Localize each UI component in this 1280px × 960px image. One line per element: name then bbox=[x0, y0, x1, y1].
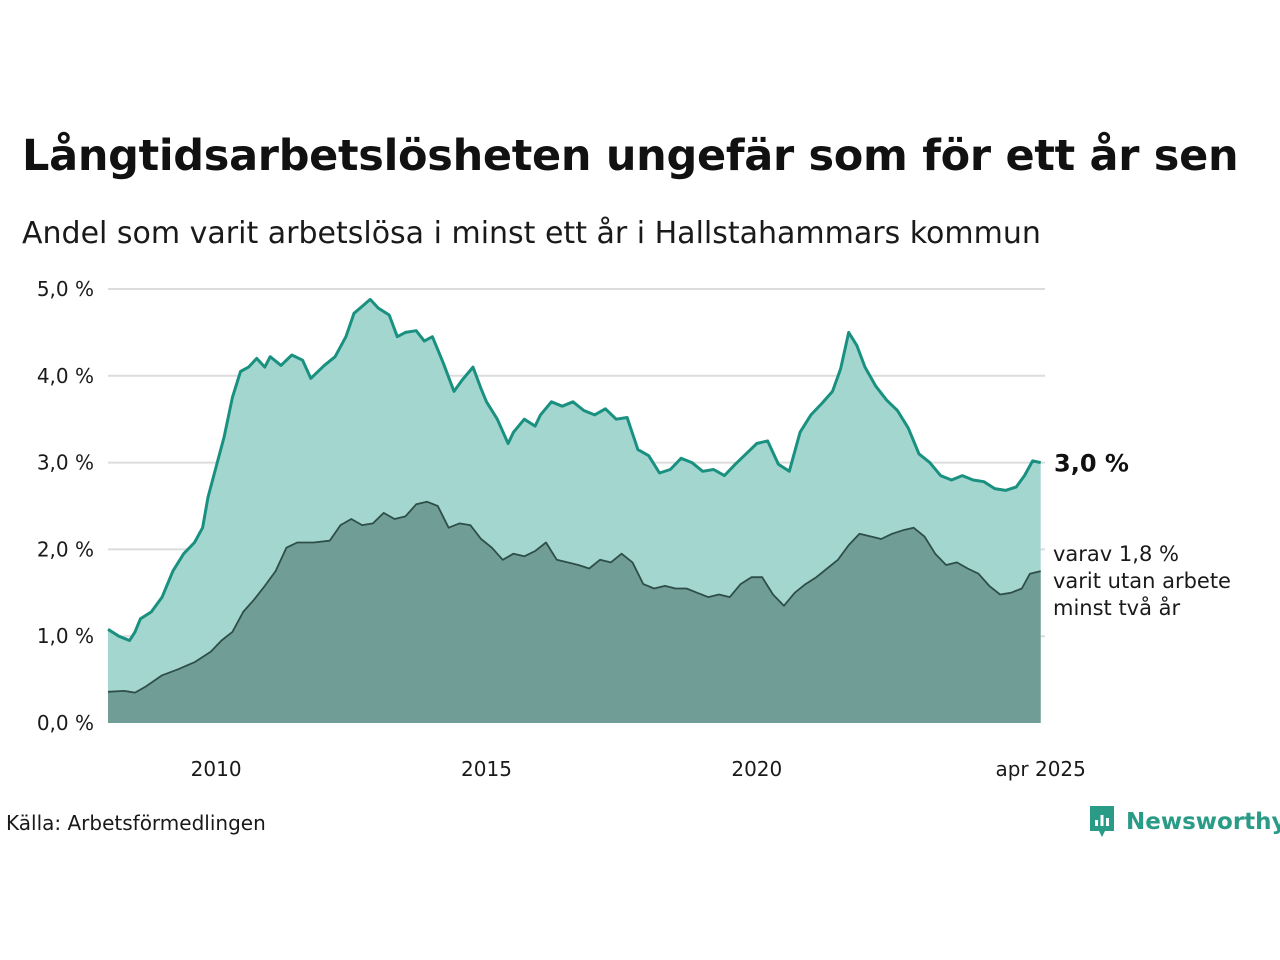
chart-subtitle: Andel som varit arbetslösa i minst ett å… bbox=[22, 216, 1041, 251]
source-note: Källa: Arbetsförmedlingen bbox=[6, 811, 266, 835]
line-total bbox=[107, 297, 1042, 642]
line-minst_tva_ar bbox=[107, 500, 1041, 694]
y-tick-label: 2,0 % bbox=[37, 537, 94, 561]
brand-name: Newsworthy bbox=[1126, 809, 1280, 835]
y-tick-label: 3,0 % bbox=[37, 451, 94, 475]
x-tick-label: 2010 bbox=[191, 757, 242, 781]
axis-labels: 0,0 % 1,0 % 2,0 % 3,0 % 4,0 % 5,0 % 2010 2015 20… bbox=[37, 277, 1086, 781]
newsworthy-logo-icon bbox=[1090, 806, 1114, 837]
newsworthy-logo: Newsworthy bbox=[1088, 804, 1280, 840]
x-tick-label: 2020 bbox=[731, 757, 782, 781]
area-minst_tva_ar bbox=[108, 501, 1041, 723]
x-tick-label: 2015 bbox=[461, 757, 512, 781]
x-tick-label: apr 2025 bbox=[995, 757, 1085, 781]
end-label-total: 3,0 % bbox=[1054, 450, 1129, 478]
y-tick-label: 5,0 % bbox=[37, 277, 94, 301]
end-label-sub-line: varit utan arbete bbox=[1053, 569, 1231, 593]
y-tick-label: 0,0 % bbox=[37, 711, 94, 735]
end-label-sub-line: minst två år bbox=[1053, 595, 1181, 620]
y-tick-label: 1,0 % bbox=[37, 624, 94, 648]
end-label-sub-line: varav 1,8 % bbox=[1053, 542, 1179, 566]
series-areas bbox=[107, 297, 1042, 723]
y-tick-label: 4,0 % bbox=[37, 364, 94, 388]
chart-title: Långtidsarbetslösheten ungefär som för e… bbox=[22, 131, 1239, 181]
